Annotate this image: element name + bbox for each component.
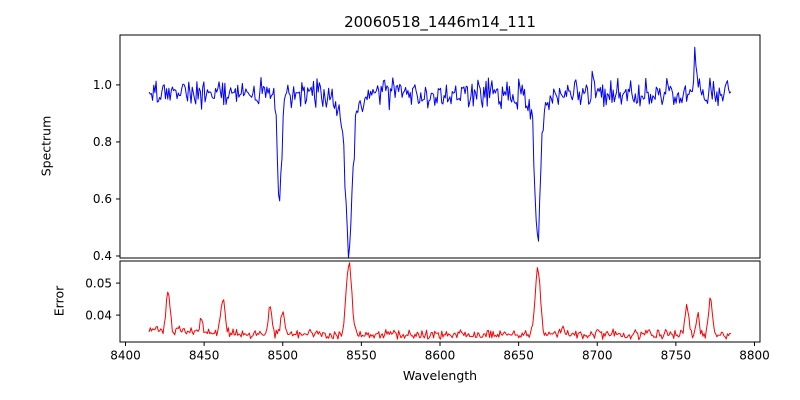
x-axis-label: Wavelength: [402, 368, 478, 383]
x-tick-label: 8800: [739, 348, 770, 362]
x-tick-label: 8500: [267, 348, 298, 362]
y-tick-label: 0.4: [93, 249, 112, 263]
x-tick-label: 8700: [582, 348, 613, 362]
y-tick-label: 0.8: [93, 135, 112, 149]
y-tick-label: 0.04: [85, 308, 112, 322]
x-tick-label: 8650: [503, 348, 534, 362]
spectrum-line: [148, 46, 732, 258]
x-tick-label: 8450: [189, 348, 220, 362]
y-tick-label: 1.0: [93, 78, 112, 92]
x-tick-label: 8600: [425, 348, 456, 362]
x-tick-label: 8750: [661, 348, 692, 362]
spectrum-axes-frame: [119, 34, 761, 259]
error-line: [148, 262, 731, 341]
error-axes-frame: [119, 260, 761, 343]
x-tick-label: 8550: [346, 348, 377, 362]
y-tick-label: 0.05: [85, 276, 112, 290]
chart-title: 20060518_1446m14_111: [344, 13, 536, 31]
y-tick-label: 0.6: [93, 192, 112, 206]
x-tick-label: 8400: [110, 348, 141, 362]
